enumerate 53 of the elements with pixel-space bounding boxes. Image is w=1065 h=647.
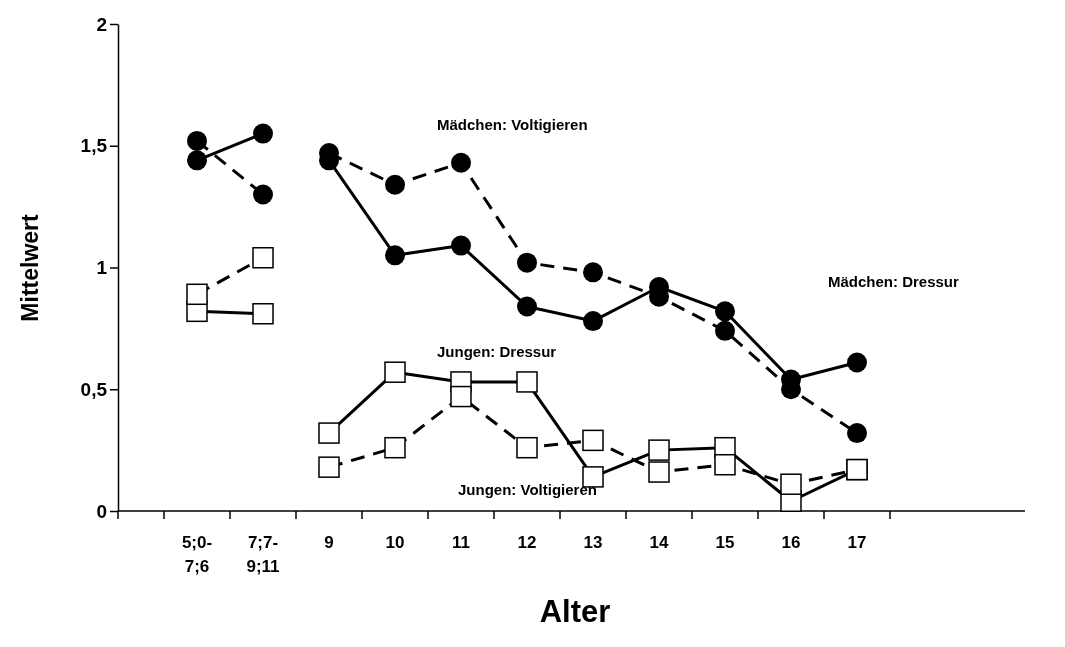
point (517, 296, 537, 317)
point (847, 352, 867, 373)
point (252, 303, 274, 325)
point (648, 461, 670, 483)
y-tick-label: 1 (96, 257, 108, 279)
point (582, 429, 604, 452)
point (714, 453, 736, 476)
point (450, 385, 472, 408)
point (517, 252, 537, 273)
point (715, 320, 735, 341)
point (253, 123, 273, 144)
point (385, 174, 405, 195)
y-tick-label: 0,5 (80, 378, 108, 400)
x-axis-title: Alter (539, 594, 611, 629)
point (451, 235, 471, 256)
x-tick-label: 9 (324, 533, 334, 552)
annotation: Jungen: Dressur (437, 343, 557, 360)
annotation: Jungen: Voltigieren (458, 481, 597, 498)
x-tick-label: 5;0- 7;6 (181, 533, 213, 576)
point (583, 311, 603, 332)
point (187, 130, 207, 151)
point (780, 473, 802, 495)
point (385, 245, 405, 266)
x-tick-label: 11 (452, 533, 470, 552)
y-tick-label: 1,5 (80, 135, 108, 157)
point (583, 262, 603, 283)
x-tick-label: 10 (385, 533, 405, 552)
point (715, 301, 735, 322)
point (318, 456, 340, 478)
point (252, 247, 274, 269)
point (648, 439, 670, 461)
point (384, 436, 406, 459)
point (451, 152, 471, 173)
x-tick-label: 15 (715, 533, 735, 552)
y-axis-title: Mittelwert (17, 213, 43, 322)
x-tick-label: 17 (847, 533, 867, 552)
point (187, 150, 207, 171)
x-tick-label: 14 (649, 533, 669, 552)
x-tick-label: 7;7- 9;11 (246, 533, 280, 576)
point (253, 184, 273, 205)
x-tick-label: 12 (517, 533, 537, 552)
point (186, 283, 208, 306)
point (318, 422, 340, 444)
point (516, 436, 538, 459)
point (516, 371, 538, 393)
y-tick-label: 0 (96, 500, 107, 522)
x-tick-label: 16 (781, 533, 801, 552)
point (847, 423, 867, 444)
y-tick-label: 2 (96, 13, 107, 35)
point (384, 361, 406, 383)
x-tick-label: 13 (583, 533, 603, 552)
annotation: Mädchen: Voltigieren (437, 116, 588, 133)
annotation: Mädchen: Dressur (828, 273, 960, 290)
